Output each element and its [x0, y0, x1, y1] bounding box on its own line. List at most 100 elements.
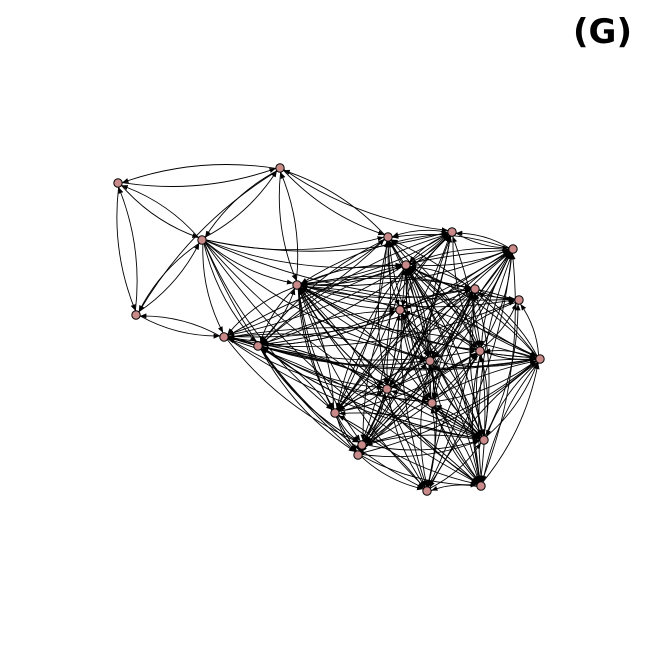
edge-9-4	[227, 249, 510, 337]
edge-2-19	[204, 243, 333, 411]
edge-3-2	[138, 242, 200, 313]
edge-3-4	[139, 315, 220, 339]
edge-21-11	[360, 292, 474, 452]
edge-21-8	[359, 235, 452, 452]
edge-6-10	[301, 265, 403, 286]
edge-23-19	[338, 415, 425, 489]
edge-19-8	[336, 235, 451, 410]
edge-21-23	[361, 456, 424, 491]
edge-15-21	[360, 353, 477, 453]
node-23	[422, 486, 432, 496]
panel-label: (G)	[573, 12, 632, 52]
edge-20-7	[362, 241, 392, 441]
edge-6-8	[300, 233, 449, 285]
edge-8-6	[300, 232, 449, 284]
edge-16-10	[406, 268, 430, 357]
edge-0-1	[122, 167, 276, 187]
edge-10-9	[410, 249, 509, 266]
edge-13-9	[403, 250, 510, 309]
edge-6-16	[300, 286, 427, 360]
edge-16-22	[431, 364, 482, 437]
edge-2-4	[202, 244, 224, 334]
node-6	[292, 280, 302, 290]
edge-14-24	[481, 362, 539, 483]
edge-6-18	[299, 287, 430, 401]
edge-14-20	[365, 360, 537, 444]
edge-20-22	[366, 439, 480, 451]
node-2	[197, 235, 207, 245]
edge-4-8	[227, 233, 449, 336]
edge-20-14	[365, 360, 537, 444]
edge-6-20	[298, 288, 361, 442]
edge-18-13	[401, 313, 432, 400]
edge-7-5	[260, 239, 385, 344]
node-24	[476, 481, 486, 491]
edge-6-21	[297, 288, 357, 452]
edge-2-7	[206, 236, 384, 251]
edge-13-18	[400, 313, 431, 400]
edge-21-9	[360, 252, 511, 452]
edge-layer	[116, 164, 540, 492]
edge-5-22	[261, 347, 481, 440]
node-10	[401, 260, 411, 270]
edge-24-23	[431, 484, 477, 492]
edge-2-21	[204, 243, 356, 452]
edge-10-20	[360, 268, 406, 441]
edge-0-3	[116, 187, 136, 311]
edge-15-7	[390, 239, 478, 348]
edge-15-20	[364, 353, 477, 443]
edge-24-8	[452, 236, 486, 482]
edge-5-8	[261, 233, 449, 345]
edge-0-2	[121, 185, 199, 239]
node-18	[427, 398, 437, 408]
edge-4-7	[227, 238, 385, 336]
edge-4-3	[140, 313, 221, 337]
edge-14-11	[477, 291, 538, 357]
edge-18-24	[433, 406, 480, 483]
edge-6-15	[300, 286, 477, 352]
node-7	[383, 232, 393, 242]
edge-2-10	[206, 240, 402, 269]
edge-10-14	[409, 267, 537, 358]
edge-8-19	[336, 235, 451, 410]
edge-1-2	[204, 170, 278, 238]
edge-19-6	[297, 288, 335, 410]
edge-11-19	[337, 291, 473, 411]
edge-6-18	[299, 287, 430, 401]
node-1	[275, 163, 285, 173]
edge-1-3	[138, 170, 278, 313]
edge-7-1	[283, 169, 385, 236]
edge-2-12	[205, 240, 515, 303]
edge-24-10	[406, 268, 481, 483]
edge-2-24	[204, 242, 479, 484]
edge-24-13	[401, 313, 480, 483]
node-15	[475, 346, 485, 356]
node-14	[535, 354, 545, 364]
node-9	[508, 244, 518, 254]
node-20	[357, 440, 367, 450]
node-21	[353, 450, 363, 460]
edge-1-6	[278, 172, 297, 281]
edge-19-24	[338, 414, 478, 486]
edge-6-4	[227, 286, 294, 335]
edge-2-6	[205, 241, 294, 285]
edge-19-17	[338, 390, 384, 412]
edge-5-21	[260, 348, 356, 453]
edge-9-8	[455, 230, 510, 249]
edge-16-7	[388, 240, 430, 358]
edge-6-1	[280, 172, 299, 281]
edge-17-10	[387, 269, 409, 385]
edge-1-8	[283, 169, 449, 233]
edge-17-11	[389, 291, 473, 387]
node-0	[113, 178, 123, 188]
edge-22-20	[366, 434, 480, 446]
edge-2-0	[121, 184, 199, 238]
edge-6-11	[301, 284, 471, 299]
node-4	[219, 332, 229, 342]
edge-6-23	[298, 288, 426, 488]
edge-22-19	[339, 410, 481, 440]
node-16	[425, 356, 435, 366]
edge-18-7	[388, 240, 432, 399]
edge-19-10	[336, 268, 406, 410]
